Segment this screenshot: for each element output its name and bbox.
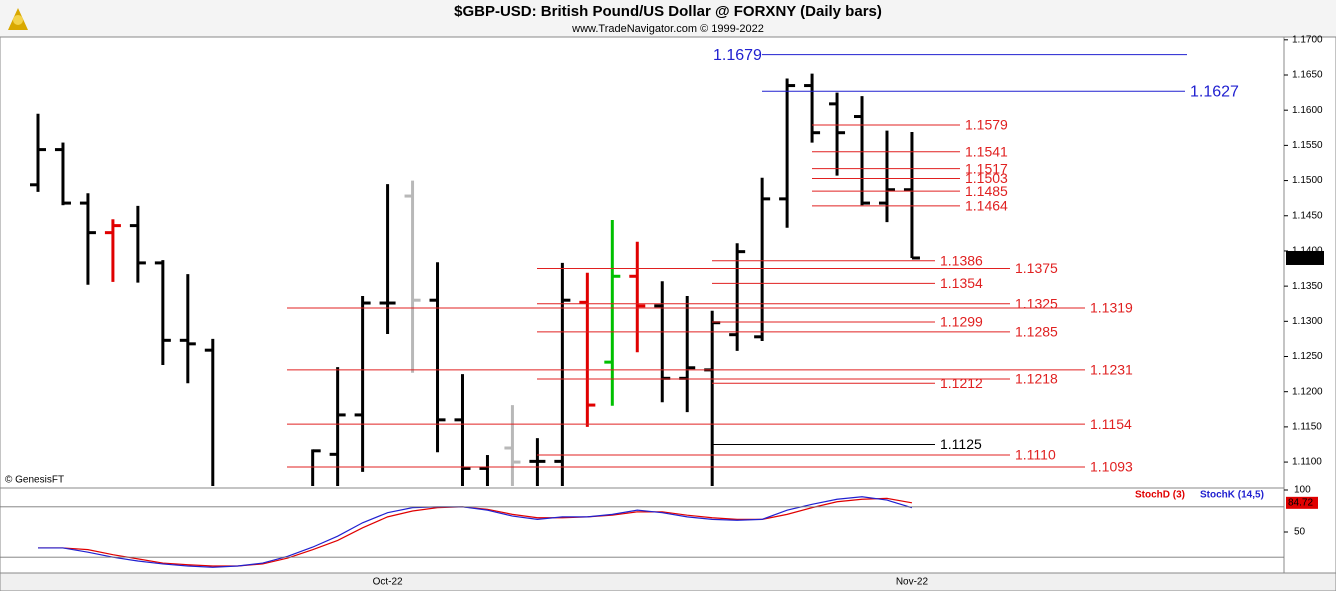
level-label: 1.1110 xyxy=(1015,447,1056,463)
x-tick-label: Oct-22 xyxy=(373,577,403,588)
ohlc-bar xyxy=(878,130,895,223)
y-tick-label: 1.1350 xyxy=(1292,281,1323,292)
ohlc-bar xyxy=(329,367,346,486)
level-label: 1.1125 xyxy=(940,436,982,452)
legend-entry: StochK (14,5) xyxy=(1200,490,1264,501)
ohlc-bar xyxy=(179,274,196,384)
level-label: 1.1627 xyxy=(1190,83,1239,100)
y-tick-label: 1.1100 xyxy=(1292,457,1322,468)
ohlc-bar xyxy=(379,184,396,334)
y-tick-label: 1.1600 xyxy=(1292,105,1323,116)
ohlc-bar xyxy=(504,405,521,486)
level-label: 1.1212 xyxy=(940,375,983,391)
ohlc-bar xyxy=(554,262,571,486)
y-tick-label: 1.1650 xyxy=(1292,70,1323,81)
level-label: 1.1579 xyxy=(965,117,1008,133)
level-label: 1.1485 xyxy=(965,183,1008,199)
time-axis xyxy=(0,572,1336,591)
level-label: 1.1464 xyxy=(965,198,1008,214)
level-label: 1.1154 xyxy=(1090,416,1132,432)
ohlc-bar xyxy=(429,262,446,453)
level-label: 1.1375 xyxy=(1015,260,1058,276)
level-label: 1.1325 xyxy=(1015,295,1058,311)
last-price-label: 1.1390 xyxy=(1289,253,1320,264)
chart-title: $GBP-USD: British Pound/US Dollar @ FORX… xyxy=(454,3,882,20)
x-tick-label: Nov-22 xyxy=(896,577,929,588)
level-label: 1.1218 xyxy=(1015,371,1058,387)
ohlc-bar xyxy=(779,78,796,228)
level-label: 1.1231 xyxy=(1090,362,1133,378)
ohlc-bar xyxy=(903,132,920,260)
ohlc-bar xyxy=(629,241,646,353)
y-tick-label: 1.1500 xyxy=(1292,175,1323,186)
stoch-plot xyxy=(38,496,913,568)
level-label: 1.1386 xyxy=(940,252,983,268)
ohlc-bar xyxy=(104,219,121,282)
price-axis xyxy=(1283,36,1336,574)
ohlc-bar xyxy=(129,205,146,283)
ohlc-bar xyxy=(54,142,71,206)
ohlc-bar xyxy=(579,272,596,427)
ohlc-bar xyxy=(454,374,471,486)
level-label: 1.1319 xyxy=(1090,300,1133,316)
stoch-line xyxy=(38,496,913,568)
level-label: 1.1503 xyxy=(965,170,1008,186)
ohlc-bar xyxy=(204,338,215,486)
ohlc-bar xyxy=(479,455,489,486)
y-tick-label: 1.1700 xyxy=(1292,34,1323,45)
stoch-value-box xyxy=(1286,496,1318,509)
level-label: 1.1354 xyxy=(940,275,983,291)
ohlc-bar xyxy=(404,180,421,373)
ohlc-bar xyxy=(604,219,621,406)
stoch-tick-label: 100 xyxy=(1294,485,1311,496)
y-tick-label: 1.1450 xyxy=(1292,210,1323,221)
level-label: 1.1299 xyxy=(940,314,983,330)
y-tick-label: 1.1550 xyxy=(1292,140,1323,151)
ohlc-bar xyxy=(30,113,46,192)
ohlc-bar xyxy=(804,73,821,143)
ohlc-bar xyxy=(654,281,671,403)
ohlc-bar xyxy=(529,438,546,486)
watermark: © GenesisFT xyxy=(5,475,64,486)
ohlc-bar xyxy=(154,260,171,365)
ohlc-bar xyxy=(354,295,371,472)
y-tick-label: 1.1200 xyxy=(1292,386,1323,397)
y-tick-label: 1.1150 xyxy=(1292,422,1322,433)
ohlc-bar xyxy=(754,177,771,342)
ohlc-bar xyxy=(79,193,96,285)
stoch-value-label: 84.72 xyxy=(1288,497,1313,508)
legend-entry: StochD (3) xyxy=(1135,490,1185,501)
logo xyxy=(8,8,28,30)
ohlc-bar xyxy=(854,96,871,206)
level-label: 1.1541 xyxy=(965,143,1008,159)
level-label: 1.1093 xyxy=(1090,459,1133,475)
ohlc-bar xyxy=(679,295,696,413)
y-tick-label: 1.1250 xyxy=(1292,351,1323,362)
level-label: 1.1517 xyxy=(965,160,1008,176)
ohlc-bar xyxy=(311,449,321,486)
level-label: 1.1285 xyxy=(1015,324,1058,340)
price-plot xyxy=(30,73,920,486)
ohlc-bar xyxy=(829,92,846,176)
stoch-tick-label: 50 xyxy=(1294,527,1306,538)
chart-subtitle: www.TradeNavigator.com © 1999-2022 xyxy=(571,23,764,35)
y-tick-label: 1.1300 xyxy=(1292,316,1323,327)
level-label: 1.1679 xyxy=(713,47,762,64)
last-price-box xyxy=(1286,250,1324,265)
